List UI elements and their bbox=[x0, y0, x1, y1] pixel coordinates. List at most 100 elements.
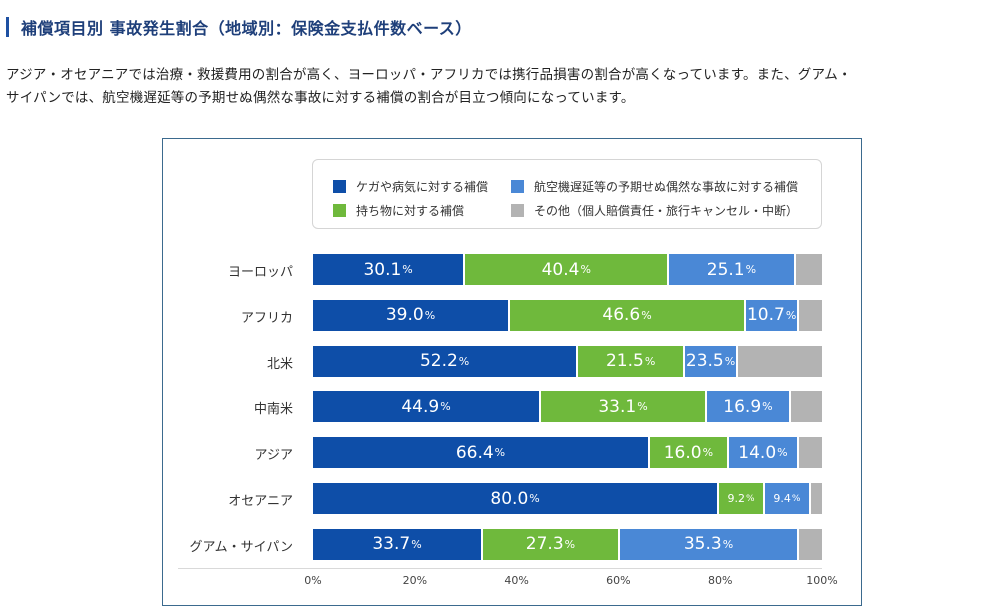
legend-swatch-delay bbox=[511, 180, 524, 193]
data-label-percent: % bbox=[785, 308, 797, 322]
data-label-value: 30.1 bbox=[363, 259, 402, 280]
x-tick-label: 40% bbox=[504, 574, 529, 587]
data-label-percent: % bbox=[402, 263, 413, 276]
bar-segment-belongings: 16.0% bbox=[649, 437, 727, 469]
category-label: アジア bbox=[254, 448, 293, 464]
data-label-value: 39.0 bbox=[385, 305, 424, 326]
data-label-value: 25.1 bbox=[706, 259, 745, 280]
data-label-percent: % bbox=[637, 400, 648, 414]
bar-segment-delay: 16.9% bbox=[706, 391, 789, 423]
legend-item-delay: 航空機遅延等の予期せぬ偶然な事故に対する補償 bbox=[511, 178, 798, 195]
description: アジア・オセアニアでは治療・救援費用の割合が高く、ヨーロッパ・アフリカでは携行品… bbox=[6, 64, 1006, 110]
data-label-value: 16.9 bbox=[723, 396, 762, 417]
data-label-value: 46.6 bbox=[602, 305, 641, 326]
bar-segment-injury: 80.0% bbox=[313, 483, 718, 514]
chart-legend: ケガや病気に対する補償 航空機遅延等の予期せぬ偶然な事故に対する補償持ち物に対する… bbox=[312, 159, 822, 229]
bar-segment-belongings: 9.2% bbox=[719, 483, 763, 514]
data-label-value: 21.5 bbox=[605, 351, 644, 372]
data-label-value: 16.0 bbox=[663, 442, 702, 463]
x-tick-label: 80% bbox=[707, 574, 733, 587]
data-label-percent: % bbox=[424, 308, 436, 322]
data-label-value: 23.5 bbox=[685, 351, 724, 372]
bar-segment-other bbox=[799, 437, 822, 469]
category-label: 北米 bbox=[266, 356, 293, 372]
data-label-value: 27.3 bbox=[525, 534, 564, 555]
legend-label-belongings: 持ち物に対する補償 bbox=[356, 204, 465, 218]
bar-segment-injury: 39.0% bbox=[313, 299, 508, 331]
data-label-value: 9.2 bbox=[727, 492, 746, 505]
data-label-percent: % bbox=[746, 493, 755, 504]
bar-segment-other bbox=[790, 391, 822, 423]
bar-segment-delay: 35.3% bbox=[619, 528, 798, 560]
data-label-value: 40.4 bbox=[541, 259, 580, 280]
data-label-value: 52.2 bbox=[419, 351, 458, 372]
bar-segment-injury: 52.2% bbox=[313, 345, 577, 377]
data-label-percent: % bbox=[641, 308, 652, 322]
data-label-value: 66.4 bbox=[455, 442, 494, 463]
bar-segment-injury: 44.9% bbox=[313, 391, 540, 423]
data-label-percent: % bbox=[777, 446, 788, 460]
x-tick-label: 20% bbox=[402, 574, 428, 587]
description-line-1: アジア・オセアニアでは治療・救援費用の割合が高く、ヨーロッパ・アフリカでは携行品… bbox=[6, 67, 852, 83]
bar-segment-belongings: 33.1% bbox=[541, 391, 705, 423]
data-label-value: 44.9 bbox=[401, 396, 440, 417]
bar-segment-other bbox=[799, 528, 822, 560]
data-label-percent: % bbox=[440, 400, 451, 414]
data-label-percent: % bbox=[411, 537, 422, 551]
description-line-2: サイパンでは、航空機遅延等の予期せぬ偶然な事故に対する補償の割合が目立つ傾向にな… bbox=[6, 90, 635, 106]
category-label: オセアニア bbox=[228, 494, 293, 509]
data-label-value: 33.1 bbox=[598, 396, 637, 417]
bar-segment-delay: 23.5% bbox=[685, 345, 736, 377]
x-axis-line bbox=[178, 568, 822, 569]
data-label-value: 14.0 bbox=[738, 442, 777, 463]
data-label-percent: % bbox=[529, 492, 540, 505]
legend-swatch-other bbox=[511, 204, 524, 217]
bar-segment-belongings: 21.5% bbox=[578, 345, 684, 377]
data-label-value: 80.0 bbox=[490, 488, 529, 509]
data-label-value: 9.4 bbox=[773, 492, 791, 505]
bar-segment-delay: 9.4% bbox=[764, 483, 809, 514]
data-label-percent: % bbox=[458, 354, 470, 368]
bar-segment-delay: 14.0% bbox=[728, 437, 798, 469]
bar-segment-other bbox=[738, 345, 822, 377]
bar-segment-other bbox=[795, 254, 822, 285]
category-label: 中南米 bbox=[253, 402, 293, 418]
legend-swatch-injury bbox=[333, 180, 346, 193]
x-tick-label: 60% bbox=[606, 574, 631, 587]
heading-title: 補償項目別 事故発生割合（地域別：保険金支払件数ベース） bbox=[21, 19, 472, 38]
data-label-value: 33.7 bbox=[372, 534, 411, 555]
legend-item-other: その他（個人賠償責任・旅行キャンセル・中断） bbox=[511, 202, 798, 219]
category-label: グアム・サイパン bbox=[189, 539, 293, 555]
bar-segment-injury: 30.1% bbox=[313, 254, 464, 285]
section-heading: 補償項目別 事故発生割合（地域別：保険金支払件数ベース） bbox=[6, 16, 472, 38]
bar-segment-delay: 25.1% bbox=[669, 254, 794, 285]
data-label-percent: % bbox=[745, 263, 757, 276]
data-label-percent: % bbox=[724, 354, 736, 368]
data-label-percent: % bbox=[580, 263, 591, 276]
bar-segment-belongings: 40.4% bbox=[465, 254, 668, 285]
data-label-value: 35.3 bbox=[683, 534, 722, 555]
legend-label-delay: 航空機遅延等の予期せぬ偶然な事故に対する補償 bbox=[534, 180, 799, 194]
data-label-percent: % bbox=[644, 354, 656, 368]
data-label-percent: % bbox=[494, 446, 506, 460]
data-label-percent: % bbox=[762, 400, 773, 414]
data-label-value: 10.7 bbox=[746, 305, 785, 326]
data-label-percent: % bbox=[791, 493, 801, 504]
heading-accent-bar bbox=[6, 17, 9, 37]
data-label-percent: % bbox=[564, 537, 576, 551]
bar-segment-belongings: 27.3% bbox=[483, 528, 618, 560]
legend-item-belongings: 持ち物に対する補償 bbox=[333, 202, 464, 219]
category-label: アフリカ bbox=[240, 310, 293, 326]
bar-segment-other bbox=[799, 299, 822, 331]
legend-label-other: その他（個人賠償責任・旅行キャンセル・中断） bbox=[534, 204, 799, 218]
bar-segment-injury: 33.7% bbox=[313, 528, 481, 560]
data-label-percent: % bbox=[702, 446, 714, 460]
bar-segment-belongings: 46.6% bbox=[509, 299, 745, 331]
legend-label-injury: ケガや病気に対する補償 bbox=[356, 180, 489, 194]
bar-segment-delay: 10.7% bbox=[746, 299, 798, 331]
bar-segment-injury: 66.4% bbox=[313, 437, 648, 469]
x-tick-label: 100% bbox=[806, 574, 838, 587]
bar-segment-other bbox=[810, 483, 822, 514]
category-label: ヨーロッパ bbox=[227, 265, 293, 280]
legend-item-injury: ケガや病気に対する補償 bbox=[333, 178, 488, 195]
